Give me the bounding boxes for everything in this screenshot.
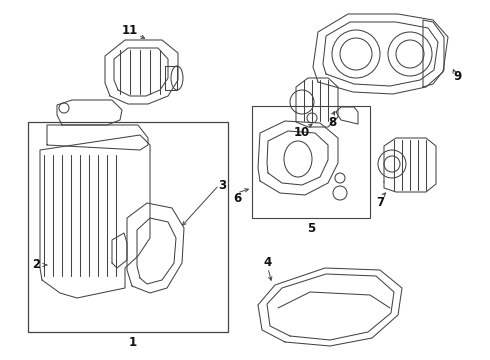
- Text: 2: 2: [32, 258, 40, 271]
- Text: 11: 11: [122, 23, 138, 36]
- Text: 9: 9: [454, 69, 462, 82]
- Bar: [28, 122, 228, 332]
- Text: 1: 1: [129, 336, 137, 348]
- Text: 7: 7: [376, 195, 384, 208]
- Text: 10: 10: [294, 126, 310, 139]
- Text: 6: 6: [233, 192, 241, 204]
- Text: 4: 4: [264, 256, 272, 269]
- Text: 8: 8: [328, 116, 336, 129]
- Bar: [252, 106, 370, 218]
- Text: 3: 3: [218, 179, 226, 192]
- Text: 5: 5: [307, 221, 315, 234]
